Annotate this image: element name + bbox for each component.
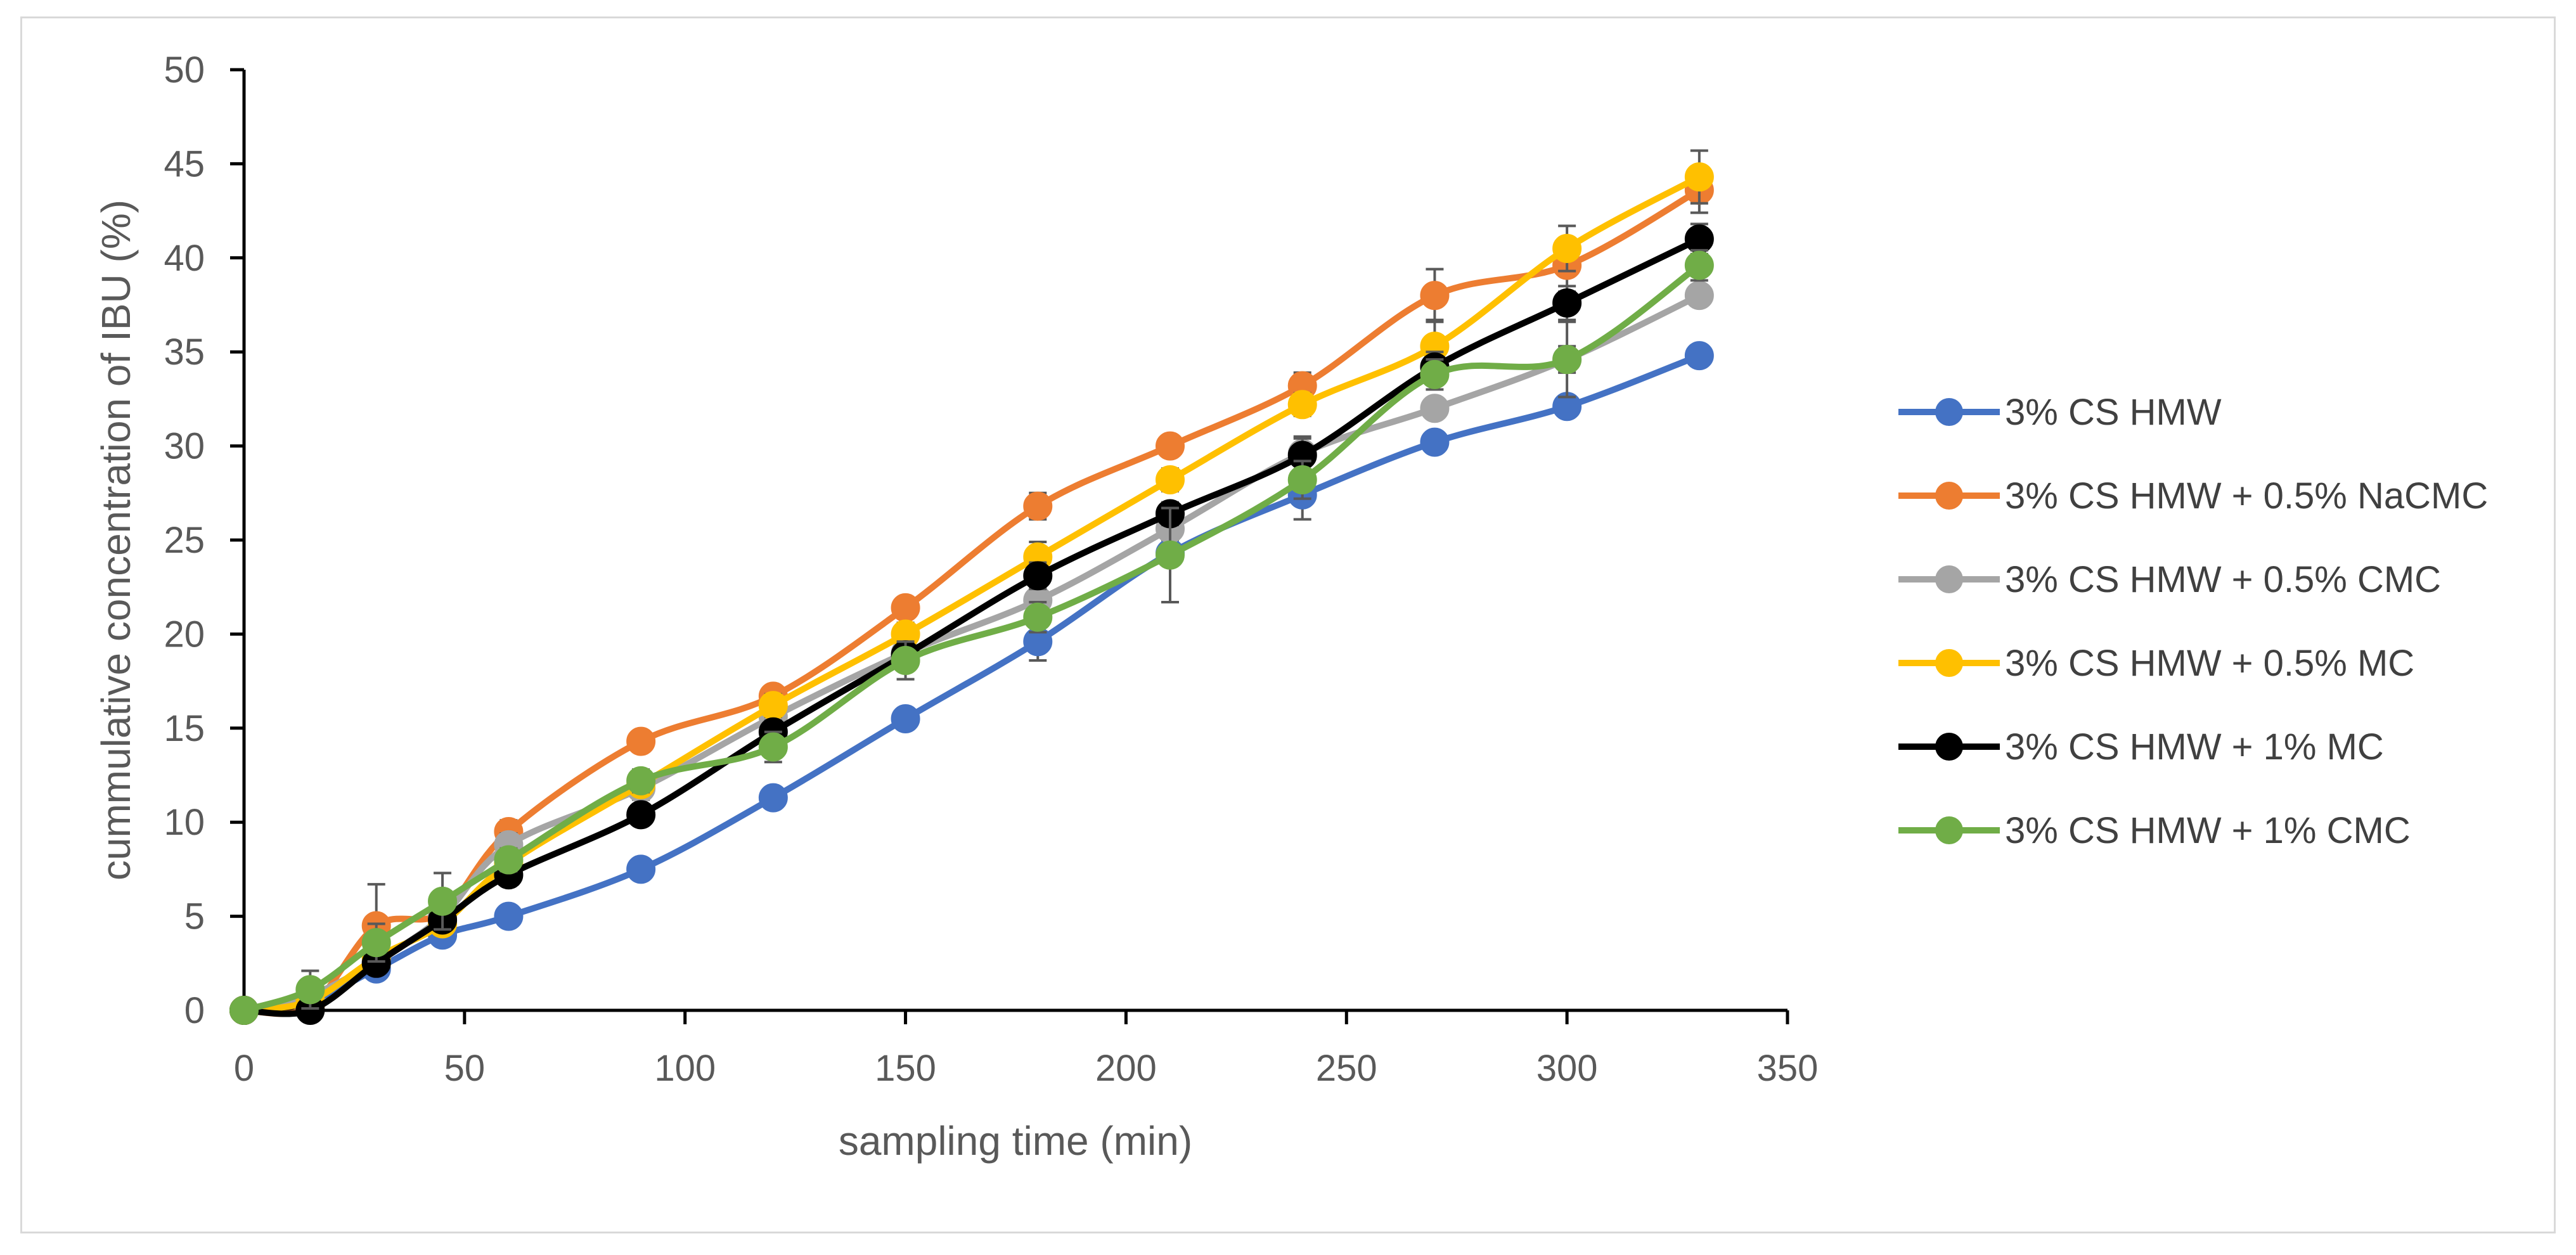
y-tick-label: 0: [184, 990, 205, 1031]
y-tick-label: 45: [164, 143, 205, 184]
y-tick-label: 5: [184, 896, 205, 937]
legend-swatch-marker: [1935, 816, 1963, 844]
legend-swatch-marker: [1935, 482, 1963, 510]
x-tick-label: 200: [1095, 1048, 1157, 1089]
x-tick-label: 0: [234, 1048, 254, 1089]
legend-swatch-marker: [1935, 733, 1963, 761]
legend-item: 3% CS HMW: [1898, 392, 2222, 433]
data-point: [1552, 345, 1582, 375]
data-point: [1023, 491, 1053, 521]
data-point: [758, 783, 788, 813]
legend-label: 3% CS HMW + 1% CMC: [2005, 810, 2411, 851]
series-6: [229, 248, 1714, 1025]
data-point: [758, 691, 788, 721]
x-tick-label: 350: [1757, 1048, 1819, 1089]
data-point: [891, 593, 920, 622]
data-point: [758, 732, 788, 762]
legend-item: 3% CS HMW + 1% CMC: [1898, 810, 2411, 851]
data-point: [626, 800, 656, 830]
data-point: [1287, 390, 1317, 420]
legend-swatch-marker: [1935, 398, 1963, 426]
y-tick-label: 30: [164, 426, 205, 467]
legend-label: 3% CS HMW + 0.5% NaCMC: [2005, 475, 2488, 517]
y-tick-label: 15: [164, 708, 205, 749]
data-point: [626, 726, 656, 756]
data-point: [1023, 561, 1053, 591]
x-tick-label: 50: [444, 1048, 486, 1089]
data-point: [1287, 465, 1317, 495]
x-ticks: 0 50 100 150 200 250 300 350: [234, 1010, 1819, 1089]
legend-label: 3% CS HMW + 0.5% MC: [2005, 643, 2414, 684]
data-point: [428, 886, 458, 916]
data-point: [361, 928, 391, 958]
chart-frame: [20, 16, 2556, 1233]
legend: 3% CS HMW 3% CS HMW + 0.5% NaCMC 3% CS HMW…: [1898, 392, 2488, 851]
series-line: [241, 352, 1703, 1014]
y-tick-label: 25: [164, 520, 205, 561]
legend-label: 3% CS HMW + 1% MC: [2005, 726, 2384, 768]
y-tick-label: 20: [164, 614, 205, 655]
y-tick-label: 40: [164, 238, 205, 279]
data-point: [1156, 431, 1185, 461]
data-point: [1684, 281, 1714, 311]
data-point: [1552, 288, 1582, 318]
legend-label: 3% CS HMW + 0.5% CMC: [2005, 559, 2441, 600]
legend-label: 3% CS HMW: [2005, 392, 2222, 433]
data-point: [1684, 224, 1714, 254]
data-point: [1684, 341, 1714, 371]
data-point: [1552, 233, 1582, 263]
data-point: [1420, 394, 1450, 423]
data-point: [494, 901, 524, 931]
data-point: [891, 645, 920, 675]
legend-swatch-marker: [1935, 565, 1963, 593]
data-point: [1684, 250, 1714, 280]
data-point: [1420, 427, 1450, 457]
series-layer: [229, 149, 1714, 1025]
data-point: [891, 704, 920, 733]
data-point: [1420, 281, 1450, 311]
x-tick-label: 150: [875, 1048, 936, 1089]
legend-item: 3% CS HMW + 0.5% MC: [1898, 643, 2414, 684]
data-point: [494, 845, 524, 875]
x-axis-title: sampling time (min): [839, 1118, 1192, 1164]
data-point: [626, 854, 656, 884]
data-point: [1023, 602, 1053, 632]
data-point: [1420, 359, 1450, 389]
y-axis-title: cummulative concentration of IBU (%): [93, 200, 139, 880]
y-ticks: 0 5 10 15 20 25 30 35 40 45 50: [164, 49, 244, 1031]
legend-swatch-marker: [1935, 649, 1963, 677]
data-point: [626, 766, 656, 795]
y-tick-label: 35: [164, 331, 205, 373]
x-tick-label: 300: [1536, 1048, 1598, 1089]
x-tick-label: 250: [1316, 1048, 1377, 1089]
legend-item: 3% CS HMW + 1% MC: [1898, 726, 2384, 768]
y-tick-label: 50: [164, 49, 205, 91]
legend-item: 3% CS HMW + 0.5% NaCMC: [1898, 475, 2488, 517]
x-tick-label: 100: [654, 1048, 716, 1089]
y-tick-label: 10: [164, 802, 205, 843]
data-point: [1156, 465, 1185, 495]
data-point: [229, 996, 259, 1025]
legend-item: 3% CS HMW + 0.5% CMC: [1898, 559, 2441, 600]
data-point: [1684, 162, 1714, 192]
data-point: [295, 975, 325, 1005]
data-point: [1156, 540, 1185, 570]
